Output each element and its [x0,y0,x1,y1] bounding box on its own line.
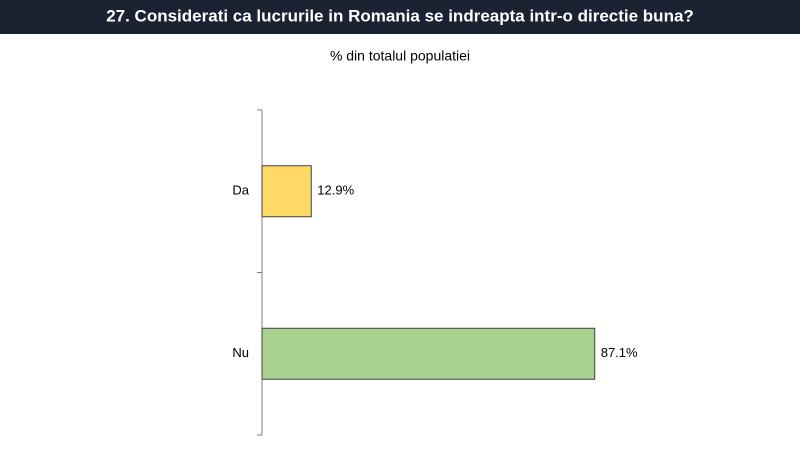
bar [261,165,312,218]
category-label: Da [232,183,249,198]
value-label: 12.9% [317,183,354,198]
header-bar [0,0,800,34]
chart-subtitle: % din totalul populatiei [330,48,470,64]
value-label: 87.1% [601,345,638,360]
category-label: Nu [232,345,249,360]
chart-title: 27. Considerati ca lucrurile in Romania … [106,6,694,25]
bar [261,327,596,380]
